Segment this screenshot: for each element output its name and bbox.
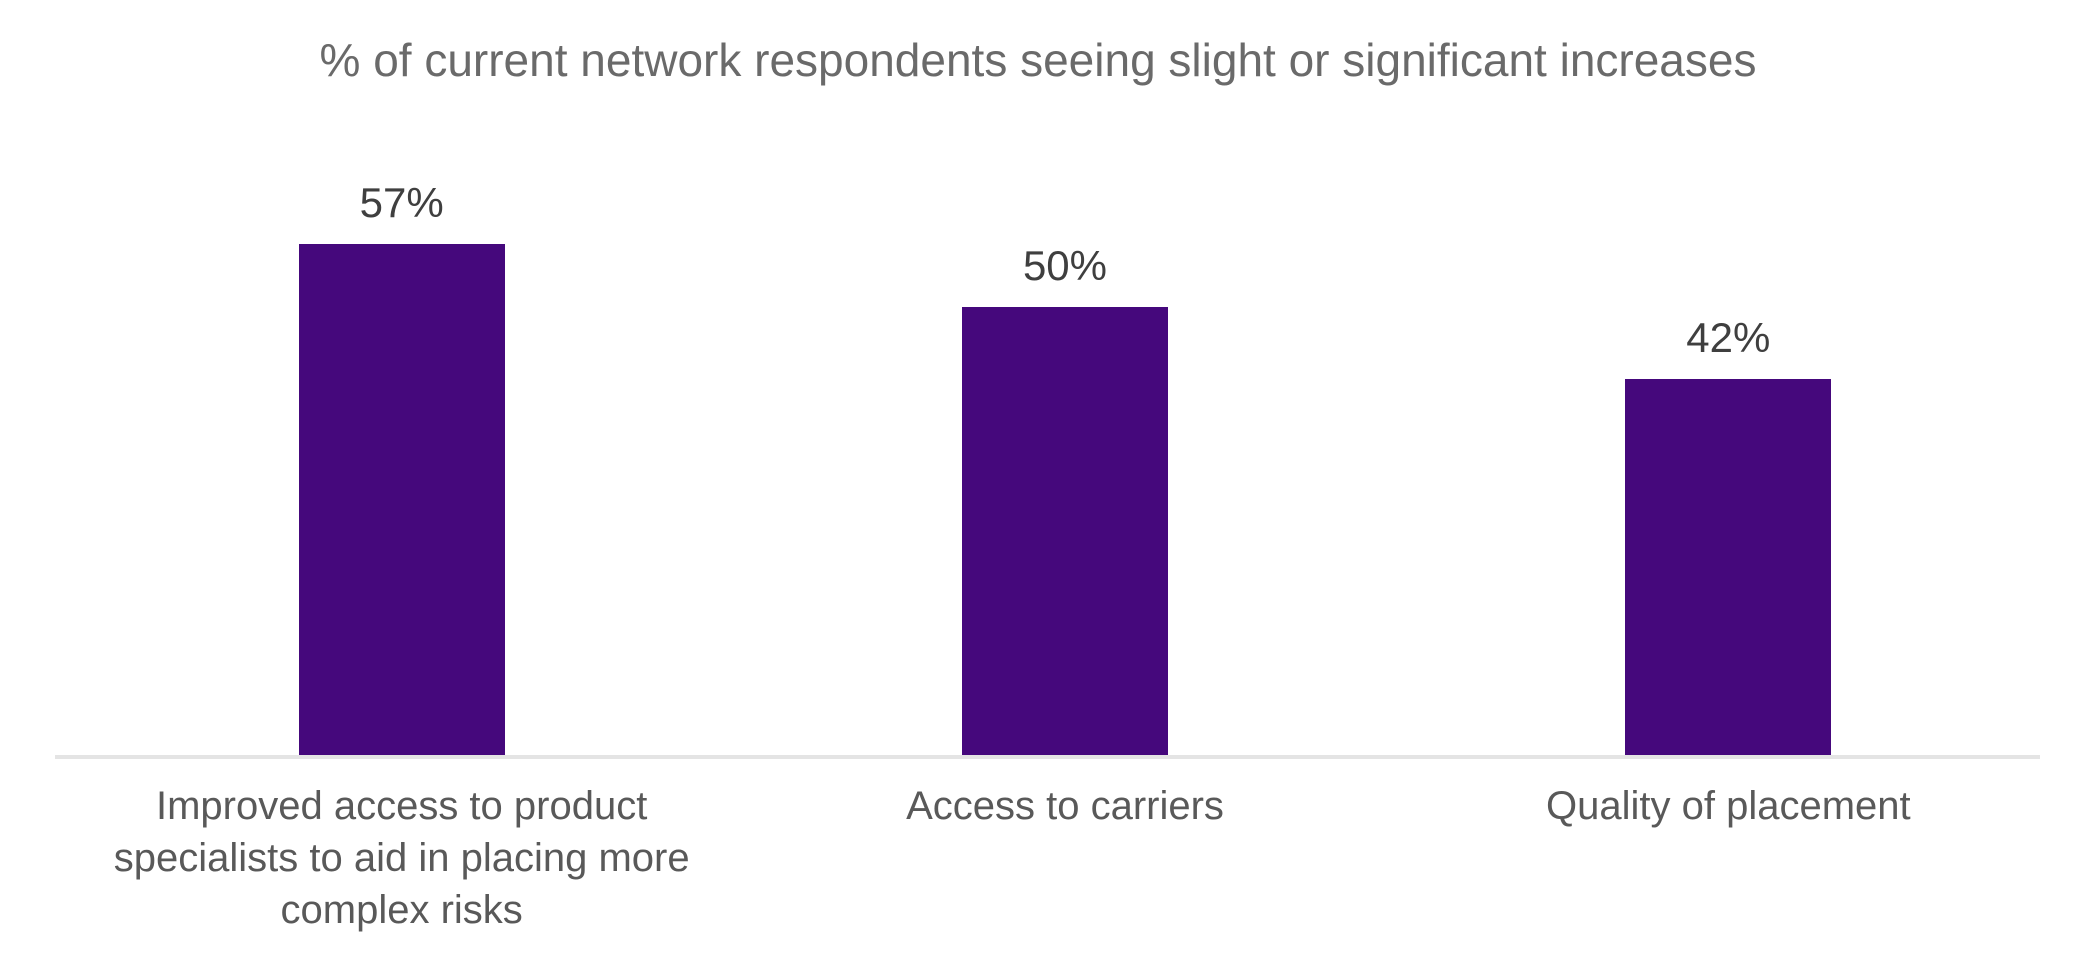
category-cell: Quality of placement	[1397, 780, 2060, 936]
x-axis-line	[55, 755, 2040, 759]
plot-area: 57% 50% 42%	[70, 0, 2060, 757]
bar	[1625, 379, 1832, 757]
chart-title: % of current network respondents seeing …	[319, 34, 1757, 86]
category-label: Improved access to product specialists t…	[113, 784, 690, 932]
bar	[298, 244, 505, 757]
bar-column: 57%	[70, 0, 733, 757]
category-cell: Improved access to product specialists t…	[70, 780, 733, 936]
data-label: 57%	[359, 179, 444, 226]
bar	[961, 307, 1168, 757]
bar-column: 42%	[1397, 0, 2060, 757]
bar-column: 50%	[733, 0, 1396, 757]
category-label: Access to carriers	[906, 784, 1224, 828]
data-label: 50%	[1022, 242, 1108, 289]
data-label: 42%	[1686, 314, 1771, 361]
category-cell: Access to carriers	[733, 780, 1396, 936]
x-axis-labels: Improved access to product specialists t…	[70, 780, 2060, 936]
category-label: Quality of placement	[1546, 784, 1911, 828]
